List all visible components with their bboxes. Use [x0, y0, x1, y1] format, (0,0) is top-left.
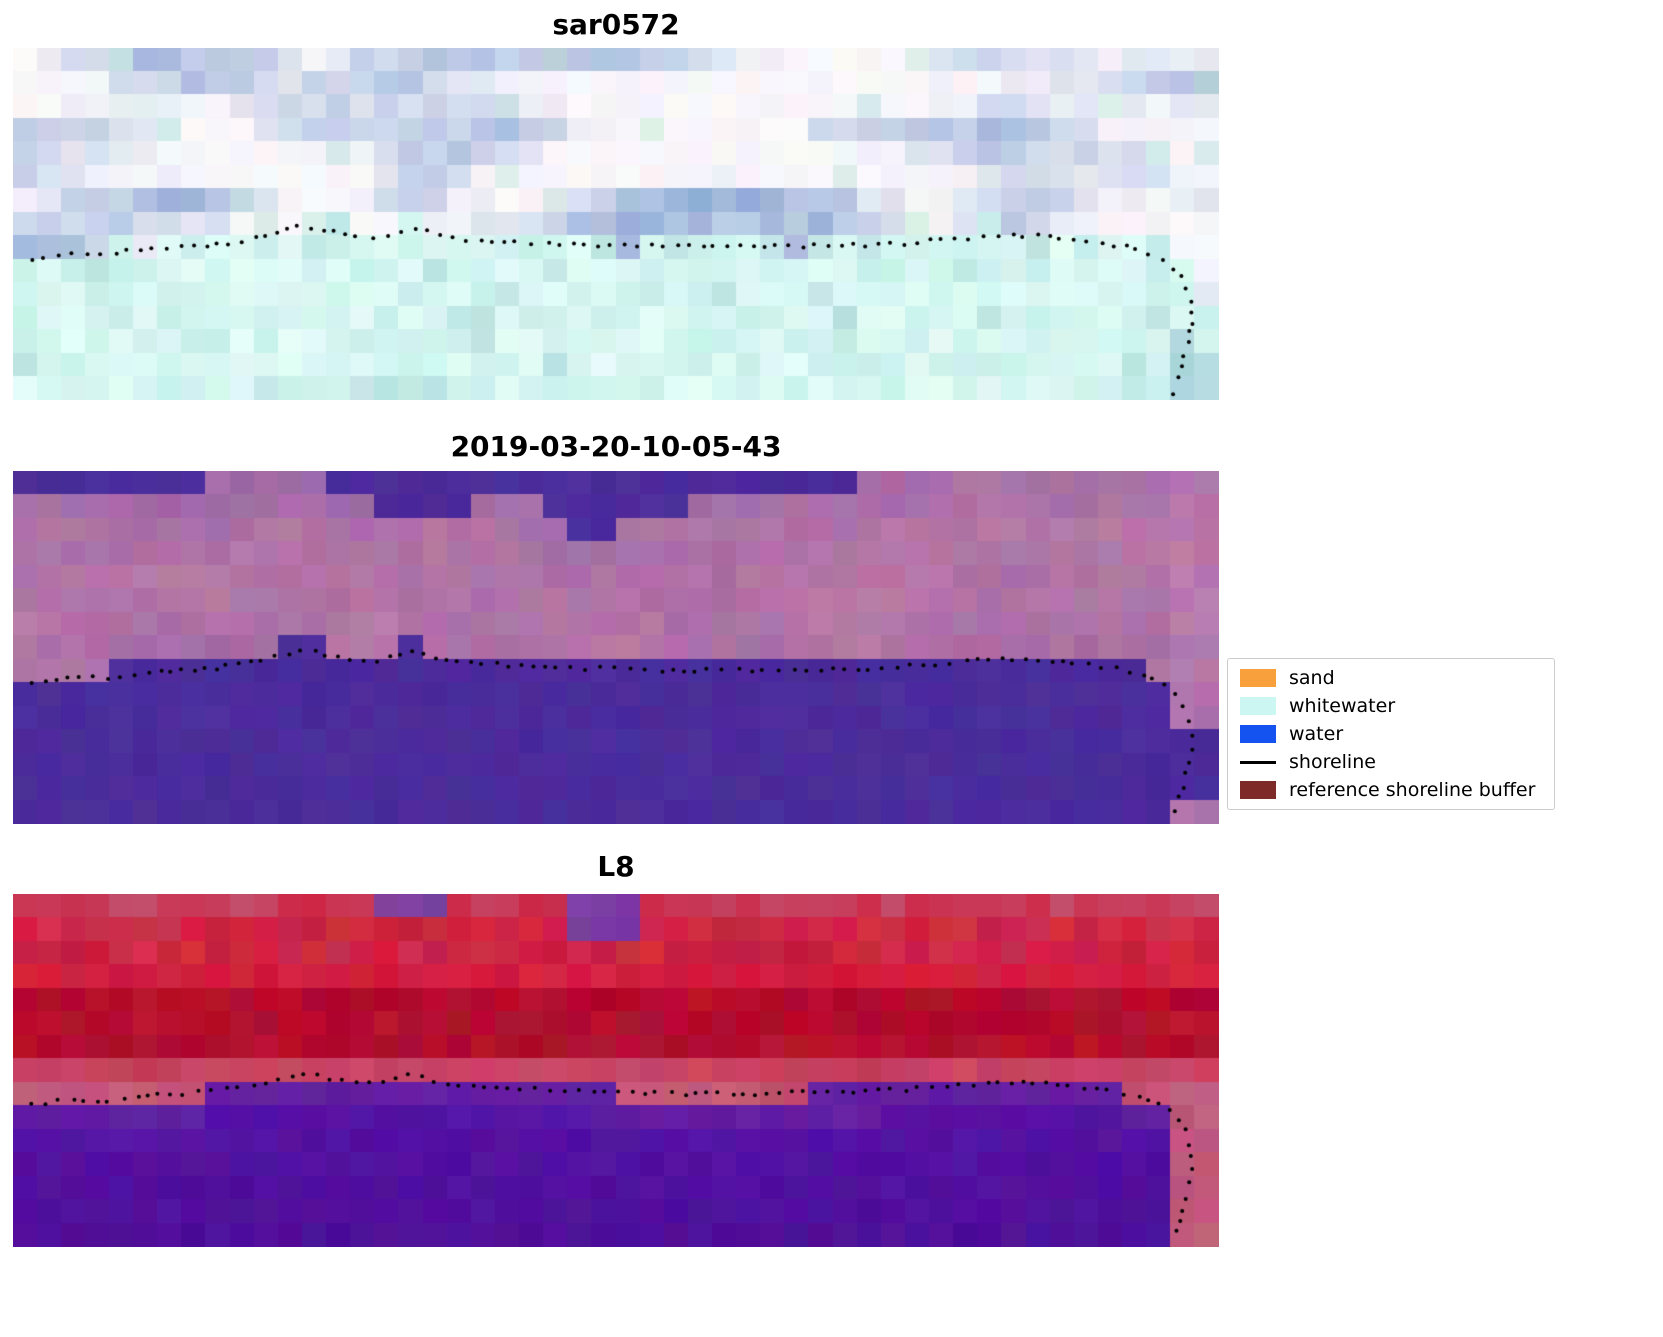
legend-label-sand: sand	[1289, 667, 1335, 689]
panel-title-sar: sar0572	[552, 8, 680, 41]
panel-title-classified: 2019-03-20-10-05-43	[450, 430, 782, 463]
legend-swatch-sand	[1240, 669, 1276, 687]
legend-swatch-reference-shoreline-buffer	[1240, 781, 1276, 799]
classified-image	[13, 471, 1219, 824]
legend-item-sand: sand	[1240, 667, 1542, 689]
legend-label-water: water	[1289, 723, 1344, 745]
legend-swatch-water	[1240, 725, 1276, 743]
legend-item-reference-shoreline-buffer: reference shoreline buffer	[1240, 779, 1542, 801]
legend-item-shoreline: shoreline	[1240, 751, 1542, 773]
legend: sand whitewater water shoreline referenc…	[1227, 658, 1555, 810]
legend-label-reference-shoreline-buffer: reference shoreline buffer	[1289, 779, 1536, 801]
legend-item-water: water	[1240, 723, 1542, 745]
sar-image	[13, 48, 1219, 400]
legend-swatch-whitewater	[1240, 697, 1276, 715]
legend-label-shoreline: shoreline	[1289, 751, 1376, 773]
legend-label-whitewater: whitewater	[1289, 695, 1396, 717]
panel-title-l8: L8	[597, 850, 635, 883]
legend-item-whitewater: whitewater	[1240, 695, 1542, 717]
l8-image	[13, 894, 1219, 1247]
legend-swatch-shoreline-line	[1240, 760, 1276, 764]
